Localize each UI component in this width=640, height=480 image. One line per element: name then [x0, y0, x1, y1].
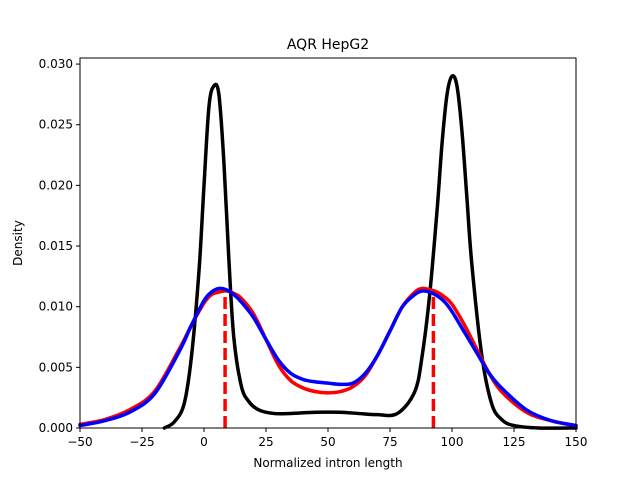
density-line-0: [162, 74, 578, 430]
x-tick-label: −50: [67, 435, 92, 449]
x-tick-label: 50: [320, 435, 335, 449]
x-tick-label: 0: [200, 435, 208, 449]
x-tick-label: 150: [565, 435, 588, 449]
chart-title: AQR HepG2: [287, 37, 369, 53]
y-axis-label: Density: [11, 220, 25, 266]
y-tick-label: 0.015: [39, 239, 73, 253]
y-tick-label: 0.020: [39, 178, 73, 192]
plot-frame: [79, 57, 577, 429]
density-line-2: [78, 286, 578, 428]
series-layer: [78, 74, 578, 430]
x-tick-label: 125: [503, 435, 526, 449]
ticks-layer: −50 −25 0 25 50 75 100 125 150 0.000 0.005 0.010 0.0…: [39, 57, 588, 449]
density-line-1: [78, 286, 578, 428]
y-tick-label: 0.010: [39, 300, 73, 314]
y-tick-label: 0.030: [39, 57, 73, 71]
y-tick-label: 0.000: [39, 421, 73, 435]
x-tick-label: 75: [382, 435, 397, 449]
x-tick-label: 25: [258, 435, 273, 449]
x-tick-label: 100: [441, 435, 464, 449]
x-axis-label: Normalized intron length: [253, 456, 402, 470]
y-tick-label: 0.005: [39, 360, 73, 374]
y-tick-label: 0.025: [39, 118, 73, 132]
x-tick-label: −25: [129, 435, 154, 449]
